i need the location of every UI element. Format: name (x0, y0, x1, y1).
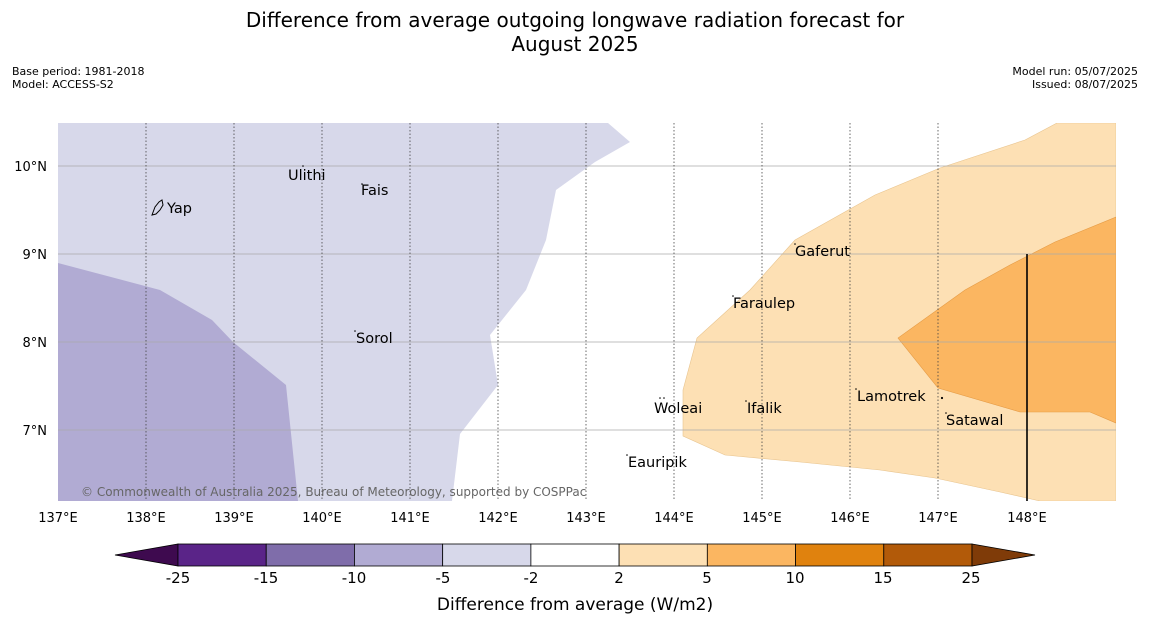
colorbar-tick-3: -5 (436, 569, 451, 587)
colorbar-tick-0: -25 (166, 569, 191, 587)
chart-title: Difference from average outgoing longwav… (0, 8, 1150, 56)
lon-label-143e: 143°E (566, 511, 606, 526)
region-5-10 (897, 216, 1116, 424)
model-name: Model: ACCESS-S2 (12, 78, 114, 91)
lat-label-7n: 7°N (23, 424, 48, 439)
lat-label-9n: 9°N (23, 248, 48, 263)
lon-label-147e: 147°E (918, 511, 958, 526)
colorbar-box-8 (883, 543, 973, 567)
colorbar-box-1 (265, 543, 355, 567)
colorbar-box-3 (442, 543, 532, 567)
colorbar-tick-labels: -25 -15 -10 -5 -2 2 5 10 15 25 (166, 569, 981, 587)
colorbar-box-2 (354, 543, 444, 567)
colorbar-box-4 (530, 543, 620, 567)
colorbar-tick-5: 2 (614, 569, 624, 587)
copyright-notice: © Commonwealth of Australia 2025, Bureau… (81, 485, 586, 499)
colorbar-tick-6: 5 (702, 569, 712, 587)
map-area: Ulithi Fais Yap Gaferut Faraulep Sorol L… (58, 123, 1116, 501)
place-label-fais: Fais (361, 183, 388, 199)
yap-island-outline (151, 199, 164, 216)
colorbar-title: Difference from average (W/m2) (437, 595, 713, 615)
lon-label-140e: 140°E (302, 511, 342, 526)
issued-date: Issued: 08/07/2025 (1031, 78, 1138, 91)
colorbar-tick-1: -15 (254, 569, 279, 587)
lat-label-10n: 10°N (14, 160, 47, 175)
colorbar-tick-2: -10 (342, 569, 367, 587)
longitude-gridlines (145, 123, 939, 501)
colorbar-boxes (177, 543, 973, 567)
lon-label-148e: 148°E (1007, 511, 1047, 526)
lon-label-144e: 144°E (654, 511, 694, 526)
place-label-eauripik: Eauripik (628, 455, 687, 471)
place-label-sorol: Sorol (356, 331, 393, 347)
model-run: Model run: 05/07/2025 (1012, 65, 1138, 78)
colorbar-tick-8: 15 (873, 569, 892, 587)
place-label-satawal: Satawal (946, 413, 1003, 429)
lat-label-8n: 8°N (23, 336, 48, 351)
colorbar-box-7 (795, 543, 885, 567)
place-label-ifalik: Ifalik (747, 401, 782, 417)
lon-label-145e: 145°E (742, 511, 782, 526)
base-period: Base period: 1981-2018 (12, 65, 145, 78)
meta-left: Base period: 1981-2018 Model: ACCESS-S2 (12, 65, 144, 91)
longitude-labels: 137°E 138°E 139°E 140°E 141°E 142°E 143°… (38, 511, 1047, 526)
colorbar-box-6 (706, 543, 796, 567)
lon-label-137e: 137°E (38, 511, 78, 526)
place-label-ulithi: Ulithi (288, 168, 326, 184)
latitude-labels: 10°N 9°N 8°N 7°N (14, 160, 47, 439)
place-label-yap: Yap (166, 201, 192, 217)
lon-label-141e: 141°E (390, 511, 430, 526)
title-line-1: Difference from average outgoing longwav… (245, 8, 905, 32)
lon-label-139e: 139°E (214, 511, 254, 526)
place-label-faraulep: Faraulep (733, 296, 795, 312)
lon-label-146e: 146°E (830, 511, 870, 526)
island-dots (302, 165, 947, 456)
title-line-2: August 2025 (511, 32, 639, 56)
colorbar-box-0 (177, 543, 267, 567)
colorbar-tick-4: -2 (524, 569, 539, 587)
colorbar-under-extension (114, 543, 179, 567)
lon-label-142e: 142°E (478, 511, 518, 526)
colorbar-box-5 (618, 543, 708, 567)
place-label-lamotrek: Lamotrek (857, 389, 926, 405)
place-label-woleai: Woleai (654, 401, 702, 417)
colorbar: -25 -15 -10 -5 -2 2 5 10 15 25 Differenc… (114, 543, 1036, 615)
meta-right: Model run: 05/07/2025 Issued: 08/07/2025 (1012, 65, 1138, 91)
region-minus10-minus5 (58, 263, 298, 501)
lon-label-138e: 138°E (126, 511, 166, 526)
colorbar-over-extension (971, 543, 1036, 567)
colorbar-tick-9: 25 (961, 569, 980, 587)
place-label-gaferut: Gaferut (795, 244, 850, 260)
colorbar-tick-7: 10 (785, 569, 804, 587)
